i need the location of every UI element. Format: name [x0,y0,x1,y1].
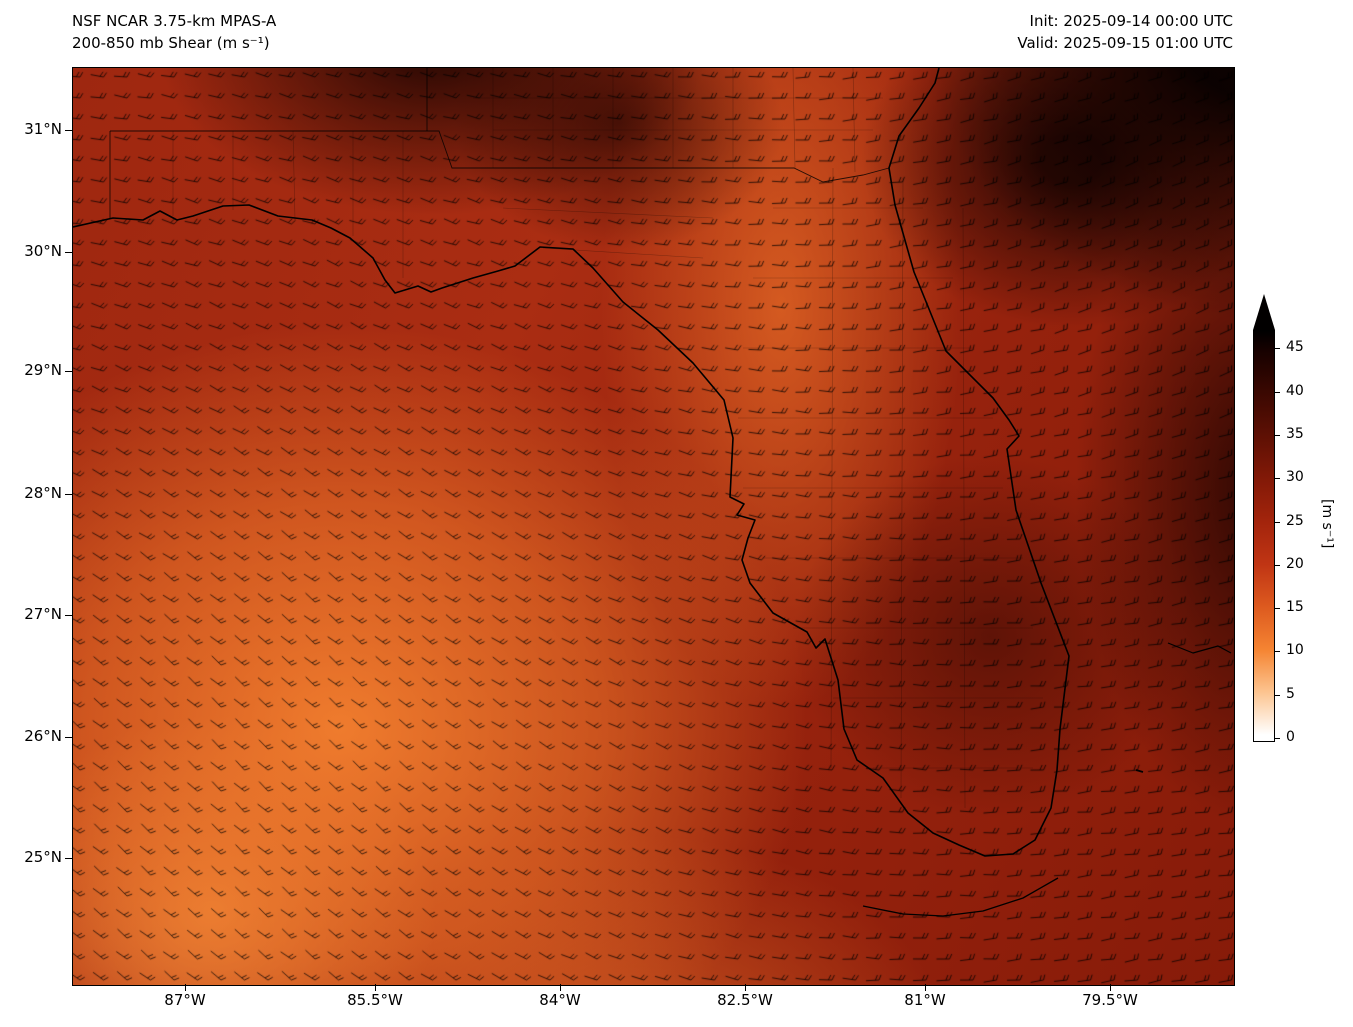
colorbar-tick-label: 15 [1286,599,1304,616]
colorbar-tickmark [1275,738,1280,739]
colorbar-tick-label: 30 [1286,469,1304,486]
x-tickmark [925,984,926,991]
y-tickmark [65,615,72,616]
y-tick-label: 27°N [24,605,62,623]
colorbar-tickmark [1275,651,1280,653]
colorbar: 0 5 10 15 20 25 30 35 40 45 [m s⁻¹] [1253,294,1353,764]
colorbar-tick-label: 5 [1286,685,1295,702]
model-title: NSF NCAR 3.75-km MPAS-A [72,12,277,30]
y-tickmark [65,130,72,131]
colorbar-tickmark [1275,521,1280,523]
y-tickmark [65,737,72,738]
y-tickmark [65,252,72,253]
colorbar-tickmark [1275,694,1280,696]
colorbar-tickmark [1275,564,1280,566]
colorbar-tickmark [1275,434,1280,436]
title-block: NSF NCAR 3.75-km MPAS-A 200-850 mb Shear… [72,10,276,54]
x-tick-label: 87°W [164,991,206,1009]
colorbar-tick-label: 40 [1286,382,1304,399]
colorbar-tick-label: 25 [1286,512,1304,529]
y-tick-label: 30°N [24,242,62,260]
colorbar-tickmark [1275,608,1280,610]
map-plot [72,67,1235,986]
y-tick-label: 28°N [24,484,62,502]
x-tick-label: 82.5°W [717,991,773,1009]
y-tick-label: 29°N [24,361,62,379]
valid-time: Valid: 2025-09-15 01:00 UTC [1017,34,1233,52]
colorbar-units-label: [m s⁻¹] [1319,499,1335,549]
x-tickmark [1110,984,1111,991]
wind-barbs [73,68,1234,985]
y-tickmark [65,494,72,495]
colorbar-tick-label: 0 [1286,729,1295,745]
x-tick-label: 84°W [539,991,581,1009]
x-tick-label: 85.5°W [347,991,403,1009]
x-tick-label: 81°W [904,991,946,1009]
y-tickmark [65,858,72,859]
colorbar-tick-label: 20 [1286,555,1304,572]
colorbar-tick-label: 10 [1286,642,1304,659]
product-title: 200-850 mb Shear (m s⁻¹) [72,34,270,52]
time-block: Init: 2025-09-14 00:00 UTC Valid: 2025-0… [1017,10,1233,54]
x-tickmark [185,984,186,991]
y-tick-label: 26°N [24,727,62,745]
colorbar-tickmark [1275,391,1280,393]
colorbar-tickmark [1275,478,1280,480]
colorbar-gradient [1253,330,1275,742]
y-tick-label: 25°N [24,848,62,866]
y-tickmark [65,371,72,372]
x-tickmark [560,984,561,991]
colorbar-tick-label: 35 [1286,425,1304,442]
x-tick-label: 79.5°W [1082,991,1138,1009]
colorbar-tick-label: 45 [1286,339,1304,356]
x-tickmark [375,984,376,991]
init-time: Init: 2025-09-14 00:00 UTC [1029,12,1233,30]
colorbar-tickmark [1275,348,1280,350]
y-tick-label: 31°N [24,120,62,138]
x-tickmark [745,984,746,991]
colorbar-extend-arrow [1253,294,1275,330]
